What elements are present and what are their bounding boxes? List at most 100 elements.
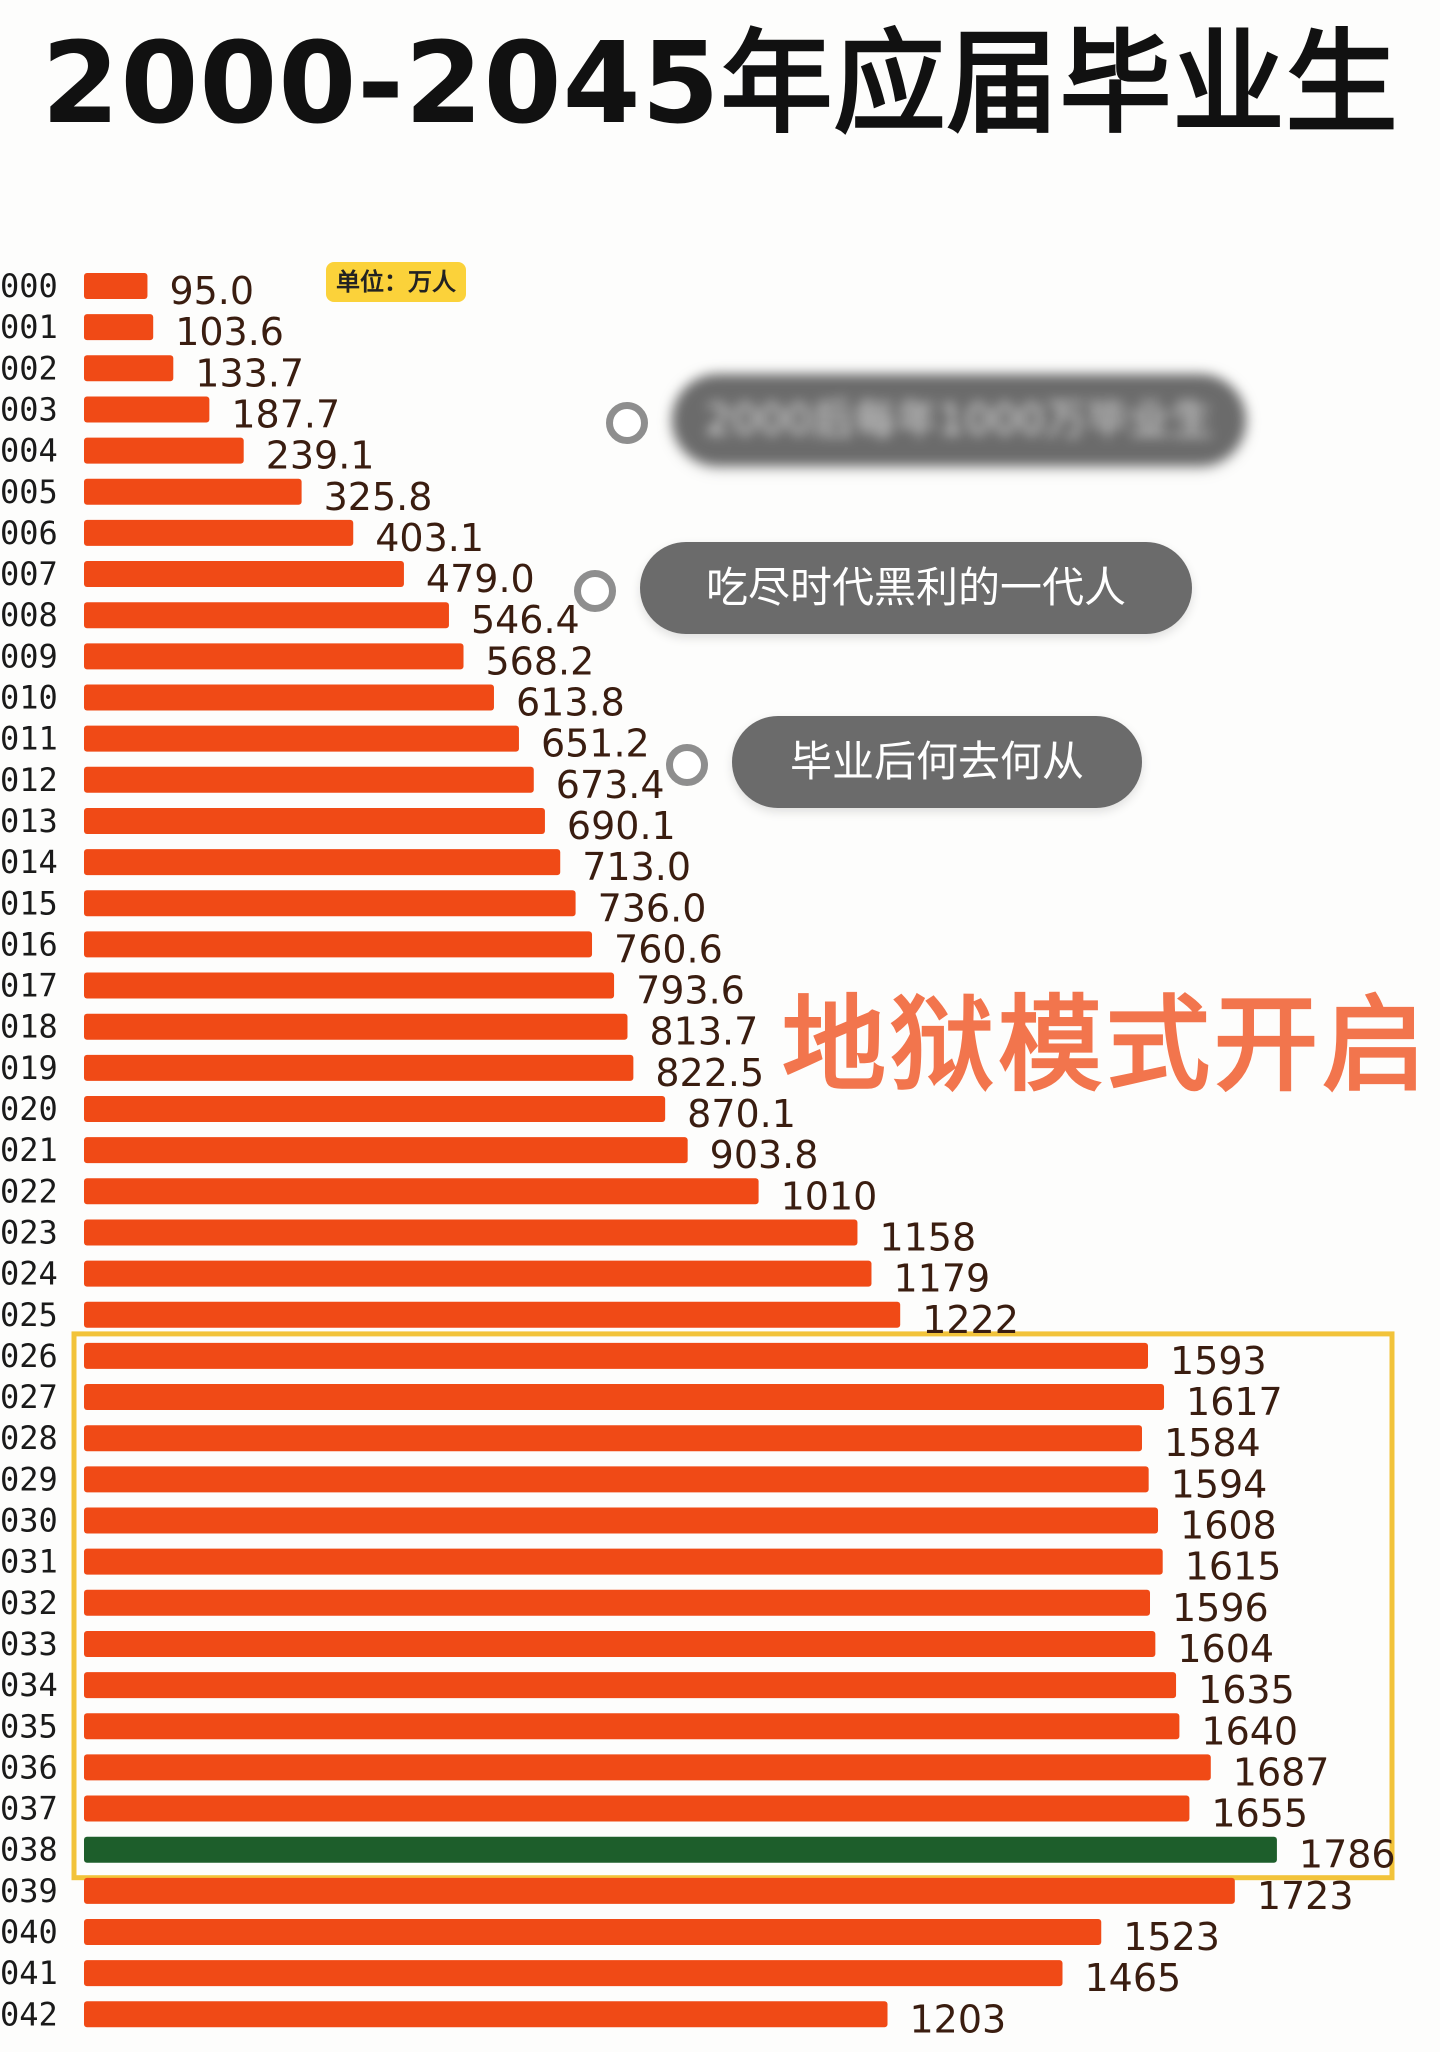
value-label-038: 1786 xyxy=(1299,1833,1396,1877)
category-label-004: 004 xyxy=(0,432,58,470)
category-label-009: 009 xyxy=(0,637,58,675)
category-label-016: 016 xyxy=(0,925,58,963)
bar-025 xyxy=(84,1301,901,1328)
category-label-031: 031 xyxy=(0,1543,58,1581)
category-label-021: 021 xyxy=(0,1131,58,1169)
bar-022 xyxy=(84,1178,759,1205)
value-label-040: 1523 xyxy=(1123,1915,1220,1959)
bar-017 xyxy=(84,972,615,999)
category-label-041: 041 xyxy=(0,1954,58,1992)
bar-010 xyxy=(84,684,494,711)
bar-001 xyxy=(84,314,154,341)
value-label-023: 1158 xyxy=(879,1215,976,1259)
value-label-006: 403.1 xyxy=(375,516,484,560)
bar-019 xyxy=(84,1054,634,1081)
value-label-002: 133.7 xyxy=(195,351,304,395)
category-label-006: 006 xyxy=(0,514,58,552)
highlight-frame xyxy=(71,1331,1395,1881)
bar-015 xyxy=(84,890,576,917)
category-label-017: 017 xyxy=(0,967,58,1005)
value-label-037: 1655 xyxy=(1211,1792,1308,1836)
category-label-008: 008 xyxy=(0,596,58,634)
bar-014 xyxy=(84,849,561,876)
category-label-000: 000 xyxy=(0,267,58,305)
value-label-011: 651.2 xyxy=(541,722,650,766)
value-label-032: 1596 xyxy=(1172,1586,1269,1630)
bar-021 xyxy=(84,1137,688,1164)
bubble-dot-2 xyxy=(574,570,616,612)
category-label-035: 035 xyxy=(0,1707,58,1745)
value-label-003: 187.7 xyxy=(231,392,340,436)
category-label-007: 007 xyxy=(0,555,58,593)
value-label-017: 793.6 xyxy=(636,969,745,1013)
bar-026 xyxy=(84,1342,1148,1369)
bar-009 xyxy=(84,643,464,670)
value-label-012: 673.4 xyxy=(556,763,665,807)
bar-039 xyxy=(84,1877,1235,1904)
bubble-dot-1 xyxy=(606,402,648,444)
bar-036 xyxy=(84,1754,1211,1781)
bar-032 xyxy=(84,1589,1151,1616)
value-label-005: 325.8 xyxy=(324,475,433,519)
bubble-dot-3 xyxy=(666,744,708,786)
page-title: 2000-2045年应届毕业生 xyxy=(41,19,1399,149)
bar-002 xyxy=(84,355,174,382)
value-label-030: 1608 xyxy=(1180,1504,1277,1548)
category-label-030: 030 xyxy=(0,1502,58,1540)
bar-040 xyxy=(84,1919,1102,1945)
category-label-022: 022 xyxy=(0,1172,58,1210)
value-label-034: 1635 xyxy=(1198,1668,1295,1712)
callout-text: 地狱模式开启 xyxy=(782,984,1431,1106)
value-label-036: 1687 xyxy=(1233,1750,1330,1794)
category-label-018: 018 xyxy=(0,1008,58,1046)
value-label-026: 1593 xyxy=(1170,1339,1267,1383)
value-label-031: 1615 xyxy=(1185,1545,1282,1589)
bar-042 xyxy=(84,2001,888,2028)
value-label-033: 1604 xyxy=(1177,1627,1274,1671)
bar-012 xyxy=(84,766,534,793)
value-label-008: 546.4 xyxy=(471,598,580,642)
value-label-009: 568.2 xyxy=(486,639,595,683)
category-label-033: 033 xyxy=(0,1625,58,1663)
value-label-041: 1465 xyxy=(1085,1956,1182,2000)
category-label-013: 013 xyxy=(0,802,58,840)
category-label-001: 001 xyxy=(0,308,58,346)
category-label-020: 020 xyxy=(0,1090,58,1128)
value-label-004: 239.1 xyxy=(266,434,375,478)
bar-007 xyxy=(84,561,404,588)
category-label-005: 005 xyxy=(0,473,58,511)
value-label-019: 822.5 xyxy=(655,1051,764,1095)
category-label-038: 038 xyxy=(0,1831,58,1869)
category-label-003: 003 xyxy=(0,390,58,428)
category-label-002: 002 xyxy=(0,349,58,387)
value-label-022: 1010 xyxy=(781,1174,878,1218)
category-label-024: 024 xyxy=(0,1255,58,1293)
bubble-caption-2: 吃尽时代黑利的一代人 xyxy=(640,542,1192,634)
value-label-010: 613.8 xyxy=(516,681,625,725)
category-label-036: 036 xyxy=(0,1748,58,1786)
value-label-000: 95.0 xyxy=(169,269,254,313)
value-label-039: 1723 xyxy=(1257,1874,1354,1918)
bar-008 xyxy=(84,602,449,629)
unit-badge: 单位：万人 xyxy=(326,262,466,302)
bar-018 xyxy=(84,1013,628,1040)
category-label-025: 025 xyxy=(0,1296,58,1334)
bar-035 xyxy=(84,1713,1180,1740)
bar-013 xyxy=(84,807,545,834)
value-label-014: 713.0 xyxy=(582,845,691,889)
category-label-011: 011 xyxy=(0,720,58,758)
value-label-013: 690.1 xyxy=(567,804,676,848)
category-label-034: 034 xyxy=(0,1666,58,1704)
value-label-007: 479.0 xyxy=(426,557,535,601)
value-label-016: 760.6 xyxy=(614,927,723,971)
category-label-042: 042 xyxy=(0,1995,58,2033)
bar-027 xyxy=(84,1384,1165,1411)
category-label-027: 027 xyxy=(0,1378,58,1416)
value-label-042: 1203 xyxy=(910,1997,1007,2041)
value-label-028: 1584 xyxy=(1164,1421,1261,1465)
bar-003 xyxy=(84,396,210,423)
bar-030 xyxy=(84,1507,1159,1534)
bar-041 xyxy=(84,1960,1063,1987)
bar-034 xyxy=(84,1672,1177,1699)
